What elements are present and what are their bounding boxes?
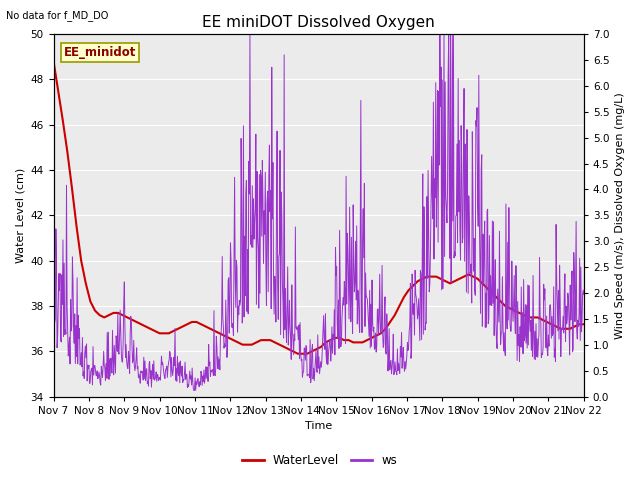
Legend: WaterLevel, ws: WaterLevel, ws — [237, 449, 403, 472]
Title: EE miniDOT Dissolved Oxygen: EE miniDOT Dissolved Oxygen — [202, 15, 435, 30]
Y-axis label: Wind Speed (m/s), Dissolved Oxygen (mg/L): Wind Speed (m/s), Dissolved Oxygen (mg/L… — [615, 92, 625, 339]
Text: No data for f_MD_DO: No data for f_MD_DO — [6, 10, 109, 21]
Text: EE_minidot: EE_minidot — [64, 46, 136, 59]
Y-axis label: Water Level (cm): Water Level (cm) — [15, 168, 25, 263]
X-axis label: Time: Time — [305, 421, 332, 432]
